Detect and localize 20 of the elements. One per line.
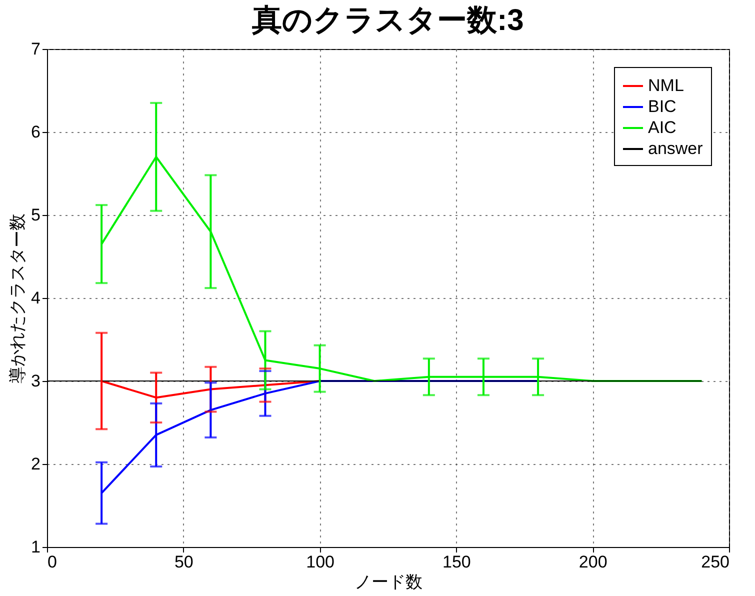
legend-label: AIC [648, 118, 676, 137]
x-tick-label: 100 [306, 552, 334, 572]
legend-label: answer [648, 139, 704, 158]
x-tick-label: 0 [48, 552, 57, 572]
legend-label: BIC [648, 97, 676, 116]
x-axis-title: ノード数 [354, 572, 422, 592]
y-tick-label: 5 [31, 206, 40, 224]
x-tick-label: 200 [578, 552, 608, 572]
y-tick-label: 7 [31, 40, 40, 58]
y-tick-label: 2 [31, 454, 40, 474]
y-tick-label: 1 [31, 538, 40, 556]
x-tick-label: 50 [174, 552, 194, 572]
chart-title: 真のクラスター数:3 [251, 4, 524, 37]
y-axis-title: 導かれたクラスター数 [8, 214, 28, 384]
y-tick-label: 6 [31, 122, 40, 142]
x-tick-label: 250 [701, 552, 730, 572]
y-tick-label: 4 [31, 288, 40, 308]
y-tick-label: 3 [31, 372, 40, 390]
legend-label: NML [648, 76, 684, 95]
x-tick-label: 150 [442, 552, 471, 572]
